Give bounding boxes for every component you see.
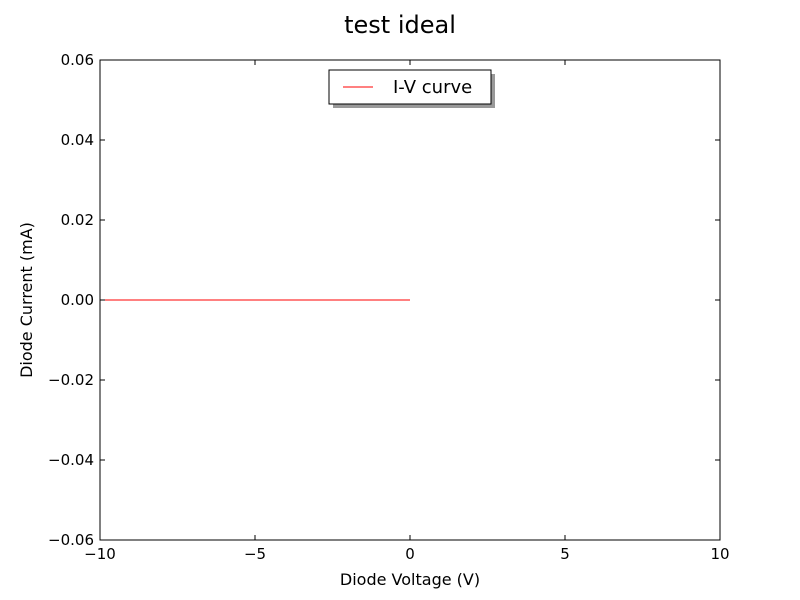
y-axis-label: Diode Current (mA) [17,222,36,378]
y-tick-label: −0.06 [48,531,94,549]
ticks-layer: −10 −5 0 5 10 −0.06 −0.04 −0.02 0.00 0.02 0.04 0.06 [48,51,730,563]
x-axis-label: Diode Voltage (V) [340,570,480,589]
x-tick-label: 0 [405,545,415,563]
legend: I-V curve [328,69,495,108]
y-tick-label: 0.02 [61,211,94,229]
y-tick-label: 0.06 [61,51,94,69]
chart-title: test ideal [344,11,456,39]
x-tick-label: 10 [710,545,729,563]
x-tick-label: −10 [84,545,116,563]
x-tick-label: −5 [244,545,266,563]
x-tick-label: 5 [560,545,570,563]
legend-entry-label: I-V curve [393,77,472,98]
y-tick-label: 0.00 [61,291,94,309]
y-tick-label: 0.04 [61,131,94,149]
y-tick-label: −0.02 [48,371,94,389]
y-tick-label: −0.04 [48,451,94,469]
